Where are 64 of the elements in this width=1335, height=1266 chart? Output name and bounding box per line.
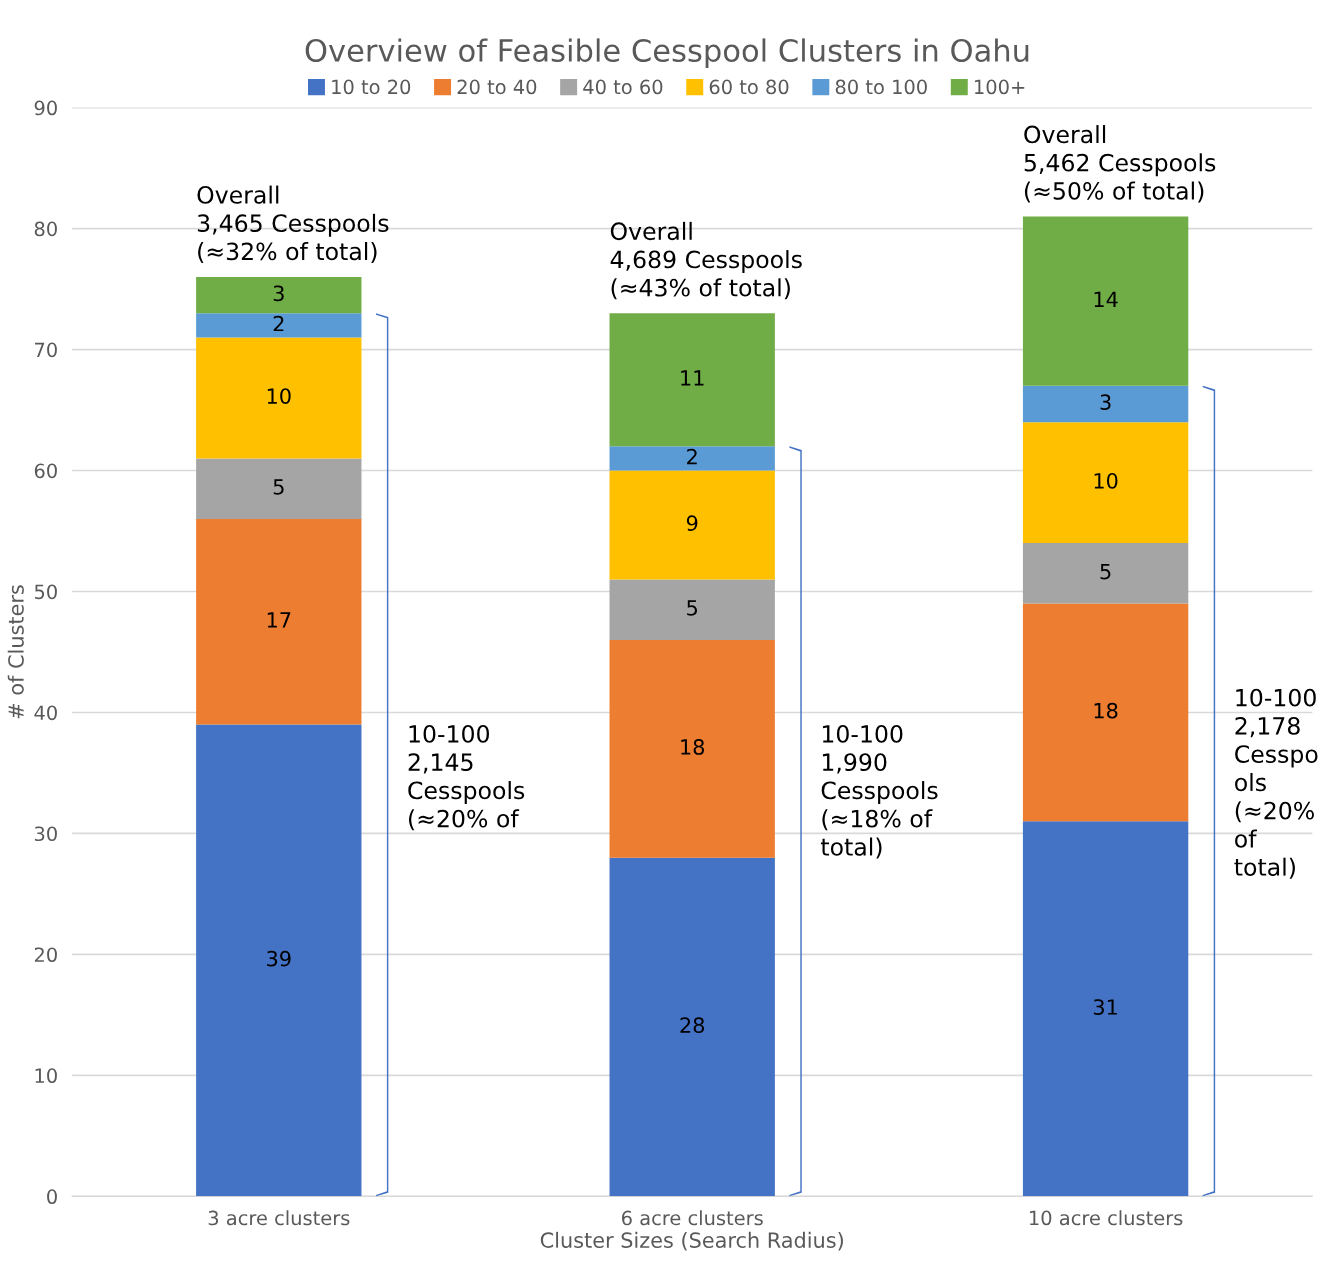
data-label: 5 <box>273 479 284 495</box>
data-label: 14 <box>1094 291 1118 307</box>
bar <box>196 458 362 519</box>
x-tick-label: 10 acre clusters <box>1030 1210 1183 1226</box>
y-axis-title: # of Clusters <box>7 585 24 719</box>
chart-title: Overview of Feasible Cesspool Clusters in Oahu <box>305 38 1029 68</box>
x-tick-label: 6 acre clusters <box>622 1210 763 1226</box>
y-tick-label: 60 <box>34 463 57 479</box>
annotation: Overall 5,462 Cesspools (≈50% of total) <box>1024 125 1216 203</box>
data-label: 10 <box>267 388 291 404</box>
data-label: 11 <box>681 370 704 386</box>
bar <box>1022 216 1189 386</box>
bar <box>609 639 775 858</box>
legend-label: 20 to 40 <box>457 79 537 95</box>
data-label: 31 <box>1093 999 1117 1015</box>
y-tick-label: 70 <box>35 342 57 358</box>
bar <box>609 857 775 1197</box>
y-tick-label: 20 <box>34 947 57 963</box>
legend-label: 40 to 60 <box>583 79 663 95</box>
y-tick-label: 80 <box>34 221 57 237</box>
data-label: 18 <box>681 739 705 755</box>
data-label: 2 <box>687 448 697 465</box>
legend-label: 10 to 20 <box>332 79 411 95</box>
bar <box>609 470 775 580</box>
x-tick-label: 3 acre clusters <box>208 1210 350 1226</box>
bar <box>609 579 775 640</box>
data-label: 2 <box>273 315 284 332</box>
annotation: Overall 4,689 Cesspools (≈43% of total) <box>610 221 802 300</box>
bar <box>1022 422 1189 544</box>
y-tick-label: 90 <box>34 100 57 116</box>
data-label: 3 <box>1100 394 1111 411</box>
data-label: 28 <box>680 1017 705 1034</box>
bar <box>196 724 362 1197</box>
bar <box>1022 385 1189 423</box>
data-label: 5 <box>1100 563 1111 580</box>
legend-label: 60 to 80 <box>709 79 789 95</box>
bar <box>1022 821 1189 1197</box>
legend-label: 100+ <box>975 79 1025 95</box>
annotation: Overall 3,465 Cesspools (≈32% of total) <box>197 185 389 264</box>
data-label: 9 <box>686 515 698 532</box>
bar <box>609 446 775 471</box>
data-label: 10 <box>1094 472 1118 489</box>
bar <box>196 276 362 314</box>
bar <box>196 313 362 338</box>
data-label: 5 <box>687 600 698 616</box>
bar <box>196 518 362 725</box>
x-axis-title: Cluster Sizes (Search Radius) <box>540 1231 843 1251</box>
data-label: 3 <box>273 285 284 302</box>
y-tick-label: 50 <box>34 584 57 600</box>
y-tick-label: 30 <box>34 826 57 842</box>
y-tick-label: 40 <box>34 705 57 721</box>
bar <box>609 313 775 447</box>
legend-label: 80 to 100 <box>835 79 927 95</box>
bar <box>1022 543 1189 604</box>
bar <box>196 337 362 459</box>
annotation: 10-100 2,178 Cesspo ols (≈20% of total) <box>1234 688 1318 879</box>
data-label: 39 <box>267 950 291 967</box>
annotation: 10-100 1,990 Cesspools (≈18% of total) <box>820 724 938 859</box>
annotation: 10-100 2,145 Cesspools (≈20% of <box>408 724 525 831</box>
y-tick-label: 10 <box>35 1068 57 1084</box>
data-label: 18 <box>1094 702 1118 719</box>
data-label: 17 <box>267 612 291 628</box>
bar <box>1022 603 1189 822</box>
y-tick-label: 0 <box>47 1189 57 1205</box>
